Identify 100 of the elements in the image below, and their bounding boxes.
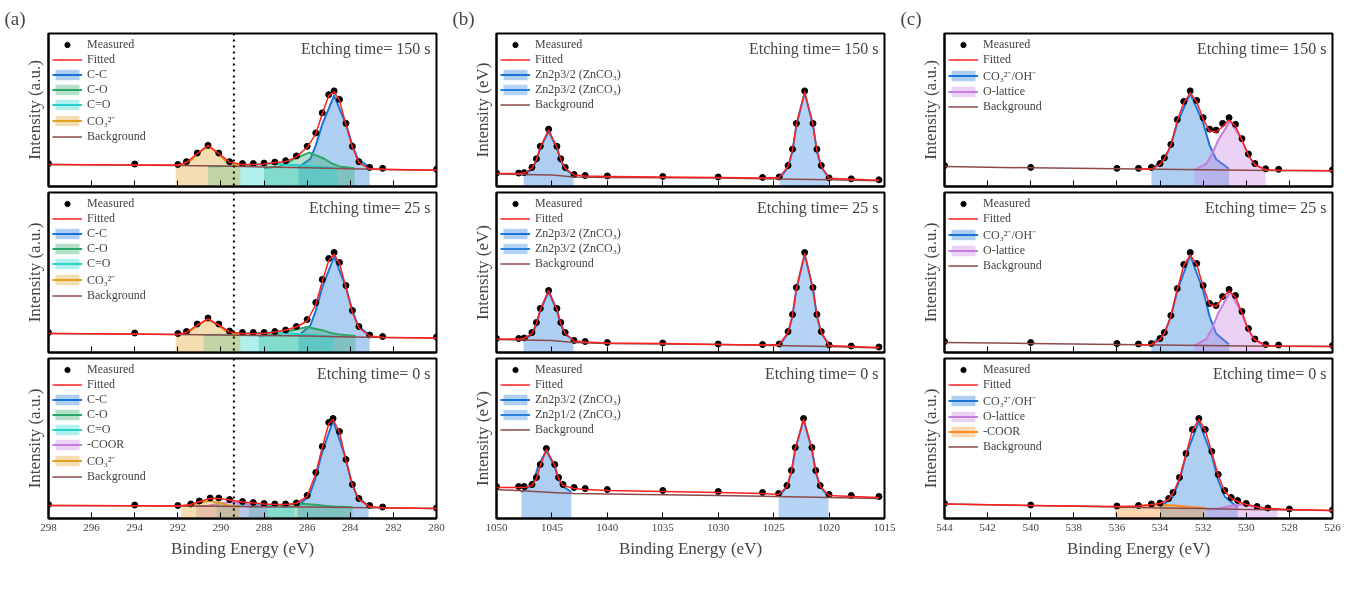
x-tick-label: 1015: [873, 520, 896, 533]
x-tick-label: 1035: [651, 520, 675, 533]
y-axis-title: Intensity (a.u.): [920, 60, 940, 160]
legend-label: CO₃²⁻: [87, 272, 116, 288]
text: Etching time= 150 s: [301, 39, 431, 58]
legend-label: Measured: [535, 362, 583, 377]
x-tick-label: 1040: [596, 520, 619, 533]
text: Etching time= 25 s: [757, 198, 879, 217]
x-tick-label: 1045: [540, 520, 564, 533]
x-tick-label: 542: [979, 520, 996, 533]
x-tick-label: 536: [1108, 520, 1126, 533]
y-axis-title: Intensity (a.u.): [920, 388, 940, 489]
legend-label: Zn2p3/2 (ZnCO₃): [535, 392, 621, 407]
text: Etching time= 0 s: [1213, 364, 1327, 383]
text: Etching time= 0 s: [317, 364, 431, 383]
legend-label: C-O: [87, 407, 108, 422]
legend-label: Zn2p1/2 (ZnCO₃): [535, 407, 621, 422]
x-tick-label: 532: [1194, 520, 1212, 533]
legend-label: Zn2p3/2 (ZnCO₃): [535, 67, 621, 82]
legend-label: Background: [87, 288, 146, 303]
text: Etching time= 150 s: [749, 39, 879, 58]
legend-label: Zn2p3/2 (ZnCO₃): [535, 82, 621, 97]
legend-label: C-C: [87, 226, 108, 241]
legend-label: Background: [535, 256, 594, 271]
y-axis-title: Intensity (a.u.): [24, 388, 44, 489]
legend-label: Background: [983, 99, 1042, 114]
legend-label: Measured: [87, 37, 135, 52]
legend-label: CO₃²⁻/OH⁻: [983, 393, 1037, 409]
legend-label: CO₃²⁻: [87, 453, 116, 469]
x-axis-title: Binding Energy (eV): [170, 538, 315, 558]
chart-title: (b): [452, 7, 475, 30]
legend-label: Background: [983, 439, 1042, 454]
y-axis-title: Intensity (a.u.): [24, 60, 44, 160]
y-axis-title: Intensity (eV): [472, 62, 492, 158]
legend-label: CO₃²⁻/OH⁻: [983, 68, 1037, 84]
legend-label: Fitted: [535, 52, 564, 67]
x-tick-label: 530: [1238, 520, 1256, 533]
legend-label: Zn2p3/2 (ZnCO₃): [535, 226, 621, 241]
legend-label: Fitted: [983, 377, 1012, 392]
legend-label: Background: [535, 97, 594, 112]
x-tick-label: 290: [212, 520, 230, 533]
legend-label: C-C: [87, 67, 108, 82]
legend-label: Measured: [983, 37, 1031, 52]
legend-label: O-lattice: [983, 84, 1025, 99]
legend-label: C=O: [87, 422, 111, 437]
legend-label: Fitted: [983, 211, 1012, 226]
legend-label: -COOR: [87, 437, 125, 452]
legend-label: Zn2p3/2 (ZnCO₃): [535, 241, 621, 256]
chart-title: (a): [4, 7, 26, 30]
legend-label: Background: [87, 129, 146, 144]
legend-label: Measured: [983, 362, 1031, 377]
legend-label: C=O: [87, 256, 111, 271]
x-tick-label: 526: [1324, 520, 1342, 533]
x-tick-label: 298: [40, 520, 58, 533]
x-tick-label: 286: [298, 520, 316, 533]
x-axis-title: Binding Energy (eV): [618, 538, 763, 558]
y-axis-title: Intensity (a.u.): [24, 222, 44, 323]
legend-label: C-O: [87, 241, 108, 256]
legend-label: CO₃²⁻/OH⁻: [983, 227, 1037, 243]
x-tick-label: 294: [126, 520, 144, 533]
legend-label: Measured: [983, 196, 1031, 211]
x-tick-label: 534: [1151, 520, 1169, 533]
x-tick-label: 1025: [762, 520, 786, 533]
x-tick-label: 296: [83, 520, 101, 533]
legend-label: C-O: [87, 82, 108, 97]
y-axis-title: Intensity (eV): [472, 225, 492, 320]
x-tick-label: 292: [169, 520, 187, 533]
legend-label: Fitted: [87, 52, 116, 67]
x-tick-label: 544: [936, 520, 954, 533]
x-tick-label: 540: [1022, 520, 1040, 533]
legend-label: Fitted: [983, 52, 1012, 67]
legend-label: CO₃²⁻: [87, 113, 116, 129]
legend-label: Background: [535, 422, 594, 437]
x-tick-label: 1050: [485, 520, 508, 533]
x-tick-label: 1030: [707, 520, 730, 533]
chart-title: (c): [900, 7, 922, 30]
legend-label: Measured: [535, 37, 583, 52]
text: Etching time= 0 s: [765, 364, 879, 383]
legend-label: Measured: [87, 196, 135, 211]
text: Etching time= 25 s: [309, 198, 431, 217]
legend-label: Background: [983, 258, 1042, 273]
legend-label: Fitted: [535, 377, 564, 392]
legend-label: Fitted: [535, 211, 564, 226]
legend-label: C-C: [87, 392, 108, 407]
text: Etching time= 150 s: [1197, 39, 1327, 58]
text: Etching time= 25 s: [1205, 198, 1327, 217]
legend-label: Measured: [535, 196, 583, 211]
legend-label: Background: [87, 469, 146, 484]
legend-label: O-lattice: [983, 409, 1025, 424]
x-tick-label: 284: [342, 520, 360, 533]
x-tick-label: 280: [428, 520, 446, 533]
legend-label: C=O: [87, 97, 111, 112]
legend-label: Fitted: [87, 377, 116, 392]
legend-label: Fitted: [87, 211, 116, 226]
x-tick-label: 282: [385, 520, 402, 533]
x-tick-label: 538: [1065, 520, 1083, 533]
x-axis-title: Binding Energy (eV): [1066, 538, 1211, 558]
x-tick-label: 288: [255, 520, 273, 533]
legend-label: -COOR: [983, 424, 1021, 439]
x-tick-label: 1020: [818, 520, 841, 533]
